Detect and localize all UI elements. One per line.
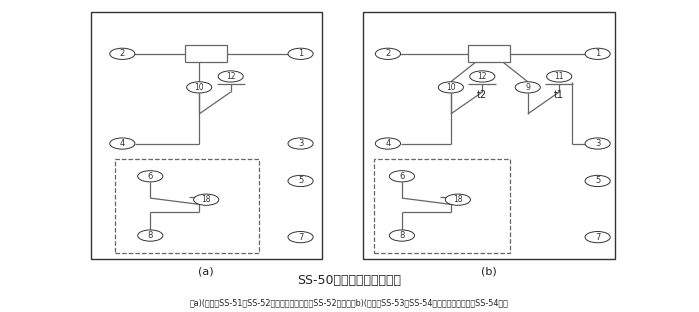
Circle shape [187,82,212,93]
Circle shape [389,230,415,241]
Circle shape [547,71,572,82]
Text: 5: 5 [298,177,303,185]
Text: 12: 12 [477,72,487,81]
Text: 18: 18 [201,195,211,204]
Text: 1: 1 [298,49,303,58]
Text: 18: 18 [453,195,463,204]
Circle shape [138,171,163,182]
Text: 7: 7 [298,233,303,241]
Text: 2: 2 [385,49,391,58]
Circle shape [375,48,401,59]
Text: 5: 5 [595,177,600,185]
Bar [374,159,510,253]
Circle shape [445,194,470,205]
Text: 3: 3 [298,139,303,148]
Circle shape [288,138,313,149]
Circle shape [110,138,135,149]
Text: t1: t1 [554,90,564,100]
Circle shape [375,138,401,149]
Circle shape [288,48,313,59]
Circle shape [288,175,313,187]
Text: SS-50系列背后端子接线图: SS-50系列背后端子接线图 [298,274,401,287]
Bar [91,12,322,259]
Circle shape [470,71,495,82]
Circle shape [138,230,163,241]
Text: 2: 2 [120,49,125,58]
Circle shape [515,82,540,93]
Bar [185,45,227,62]
Circle shape [585,48,610,59]
Circle shape [288,232,313,243]
Bar [115,159,259,253]
Circle shape [585,175,610,187]
Text: 9: 9 [526,83,530,92]
Circle shape [389,171,415,182]
Text: (b): (b) [482,267,497,277]
Circle shape [585,138,610,149]
Text: （a)(背视）SS-51、SS-52型，图中虚线部分仅SS-52型有；（b)(背视）SS-53、SS-54型，图中虚线部分仅SS-54型有: （a)(背视）SS-51、SS-52型，图中虚线部分仅SS-52型有；（b)(背… [190,298,509,307]
Text: (a): (a) [199,267,214,277]
Circle shape [194,194,219,205]
Text: 8: 8 [147,231,153,240]
Circle shape [218,71,243,82]
Circle shape [438,82,463,93]
Text: 4: 4 [120,139,125,148]
Text: 10: 10 [194,83,204,92]
Text: 6: 6 [147,172,153,181]
Text: 11: 11 [554,72,564,81]
Text: 8: 8 [399,231,405,240]
Text: 4: 4 [385,139,391,148]
Text: 10: 10 [446,83,456,92]
Circle shape [110,48,135,59]
Text: 1: 1 [595,49,600,58]
Text: 3: 3 [595,139,600,148]
Text: 7: 7 [595,233,600,241]
Text: 6: 6 [399,172,405,181]
Text: 12: 12 [226,72,236,81]
Bar [363,12,615,259]
Bar [468,45,510,62]
Text: t2: t2 [477,90,487,100]
Circle shape [585,232,610,243]
